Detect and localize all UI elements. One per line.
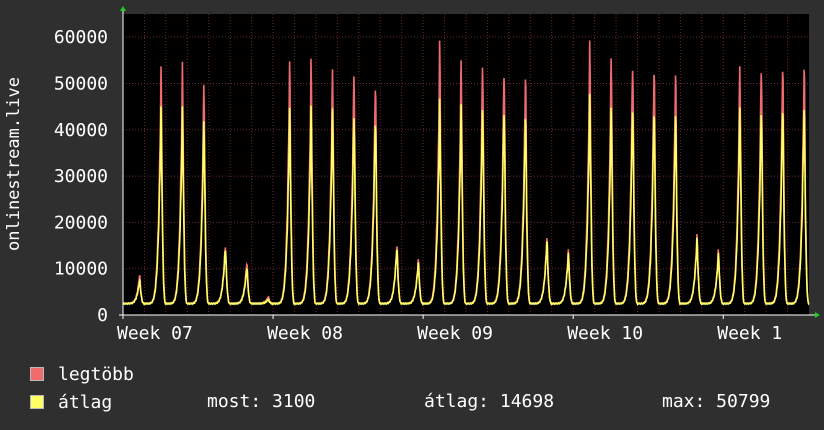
y-tick-label: 60000: [54, 27, 108, 48]
legend-label-avg: átlag: [58, 391, 113, 413]
grid-lines: [123, 14, 809, 315]
stat-maximum: max: 50799: [662, 391, 771, 412]
y-axis-label: onlinestream.live: [4, 77, 24, 251]
series-line-atlag: [122, 93, 810, 306]
y-tick-label: 50000: [54, 73, 108, 94]
axes: [119, 6, 820, 318]
y-tick-label: 10000: [54, 259, 108, 280]
stat-average: átlag: 14698: [424, 391, 555, 412]
x-tick-label: Week 08: [267, 323, 343, 344]
x-axis-arrow: [815, 312, 820, 318]
y-tick-label: 20000: [54, 212, 108, 233]
legend-label-max: legtöbb: [58, 363, 134, 385]
x-tick-label: Week 09: [417, 323, 493, 344]
y-tick-label: 0: [97, 305, 108, 326]
legend-swatch-avg: [30, 395, 44, 409]
x-tick-label: Week 1: [717, 323, 782, 344]
x-tick-label: Week 07: [117, 323, 193, 344]
legend-item-max: legtöbb: [30, 363, 134, 385]
x-tick-labels: Week 07 Week 08 Week 09 Week 10 Week 1: [117, 315, 782, 344]
y-tick-label: 30000: [54, 166, 108, 187]
stat-current: most: 3100: [207, 391, 316, 412]
legend-item-avg: átlag: [30, 391, 112, 413]
legend-swatch-max: [30, 367, 44, 381]
y-tick-label: 40000: [54, 120, 108, 141]
x-tick-label: Week 10: [567, 323, 643, 344]
y-tick-labels: 0 10000 20000 30000 40000 50000 60000: [54, 27, 108, 326]
series-layer: [122, 40, 810, 306]
y-axis-arrow: [120, 6, 126, 11]
